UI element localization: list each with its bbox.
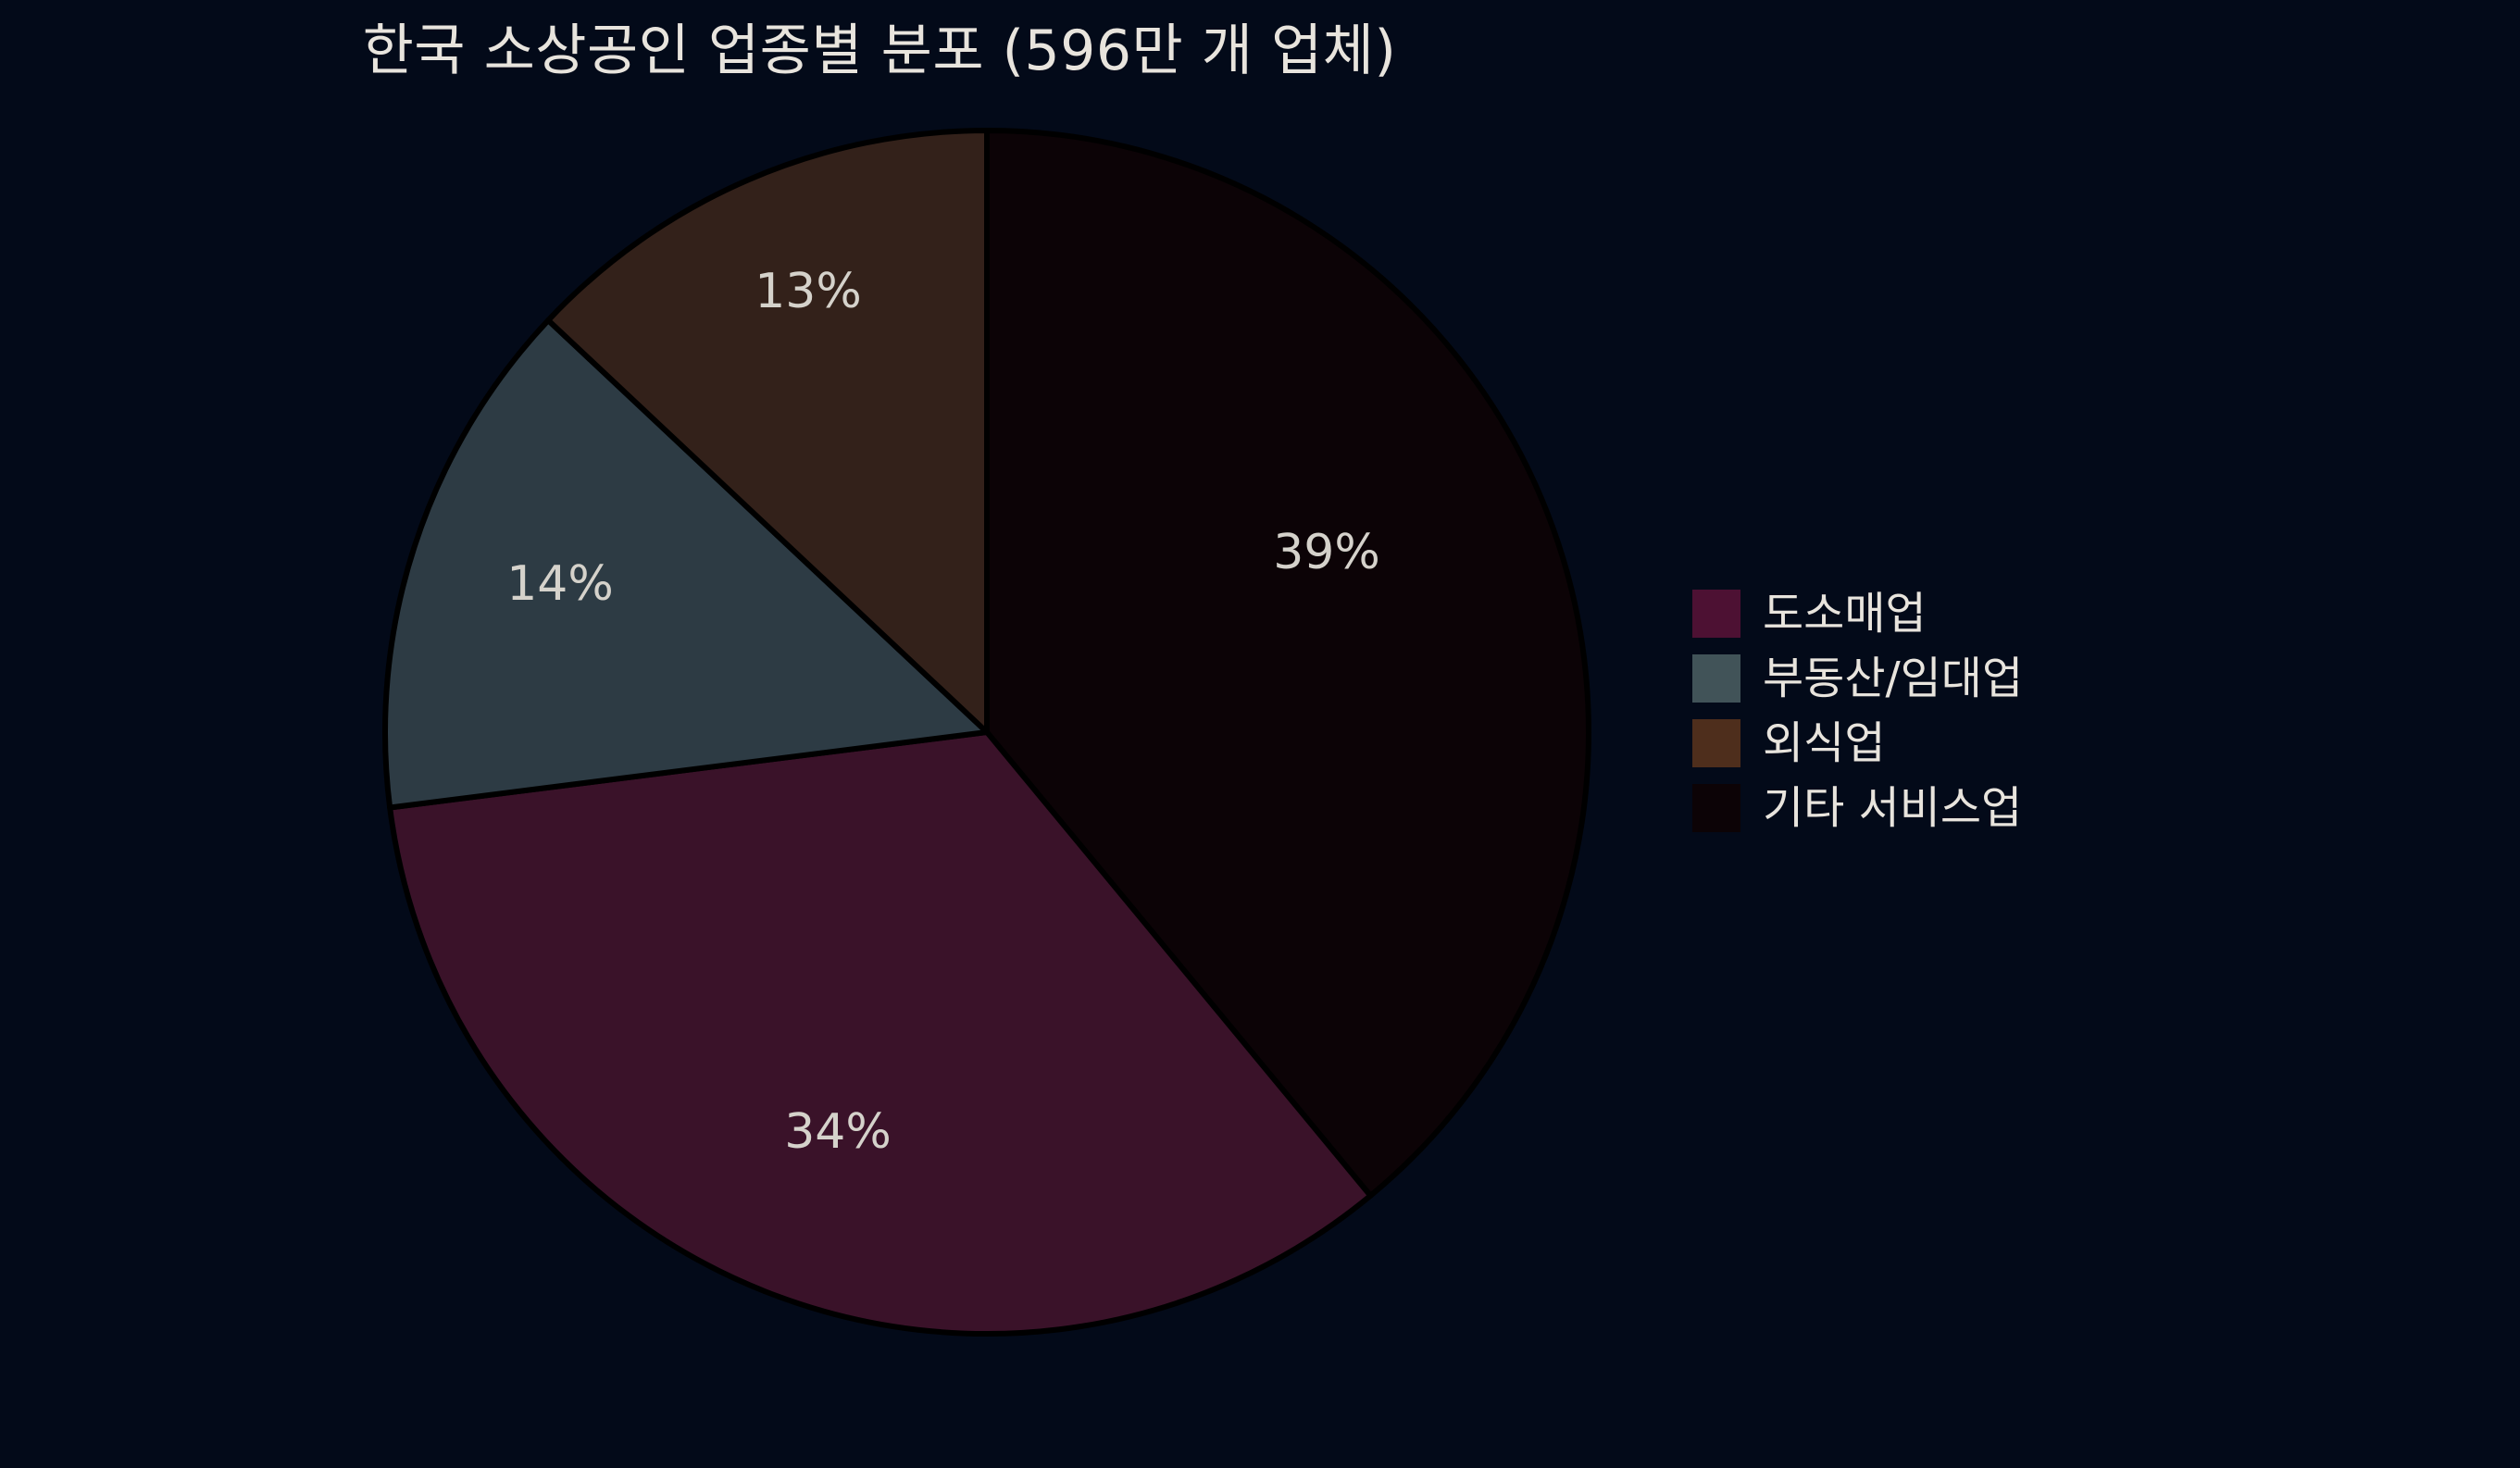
legend-item-label: 외식업 bbox=[1763, 717, 1886, 769]
legend-item-label: 도소매업 bbox=[1763, 588, 1927, 640]
pie-slice-percent-label: 13% bbox=[755, 264, 862, 319]
pie-slice-percent-label: 39% bbox=[1273, 525, 1380, 580]
chart-title: 한국 소상공인 업종별 분포 (596만 개 업체) bbox=[362, 19, 1397, 83]
pie-slice[interactable] bbox=[382, 317, 990, 811]
legend-item-label: 기타 서비스업 bbox=[1763, 782, 2023, 834]
legend-item[interactable]: 도소매업 bbox=[1692, 581, 2023, 646]
legend-color-swatch bbox=[1692, 784, 1740, 832]
legend-color-swatch bbox=[1692, 654, 1740, 703]
legend-item[interactable]: 부동산/임대업 bbox=[1692, 646, 2023, 711]
legend-item[interactable]: 기타 서비스업 bbox=[1692, 776, 2023, 840]
pie-slices-group bbox=[382, 128, 1591, 1337]
pie-slice[interactable] bbox=[387, 729, 1374, 1337]
legend-item[interactable]: 외식업 bbox=[1692, 711, 2023, 776]
legend-item-label: 부동산/임대업 bbox=[1763, 653, 2024, 704]
pie-slice[interactable] bbox=[984, 128, 1591, 1199]
legend-color-swatch bbox=[1692, 590, 1740, 638]
pie-percent-labels-group: 39% 34% 14% 13% bbox=[506, 264, 1380, 1160]
pie-slice-percent-label: 34% bbox=[784, 1104, 892, 1160]
legend-color-swatch bbox=[1692, 719, 1740, 767]
pie-slice[interactable] bbox=[545, 128, 990, 735]
pie-slice-percent-label: 14% bbox=[506, 556, 614, 612]
